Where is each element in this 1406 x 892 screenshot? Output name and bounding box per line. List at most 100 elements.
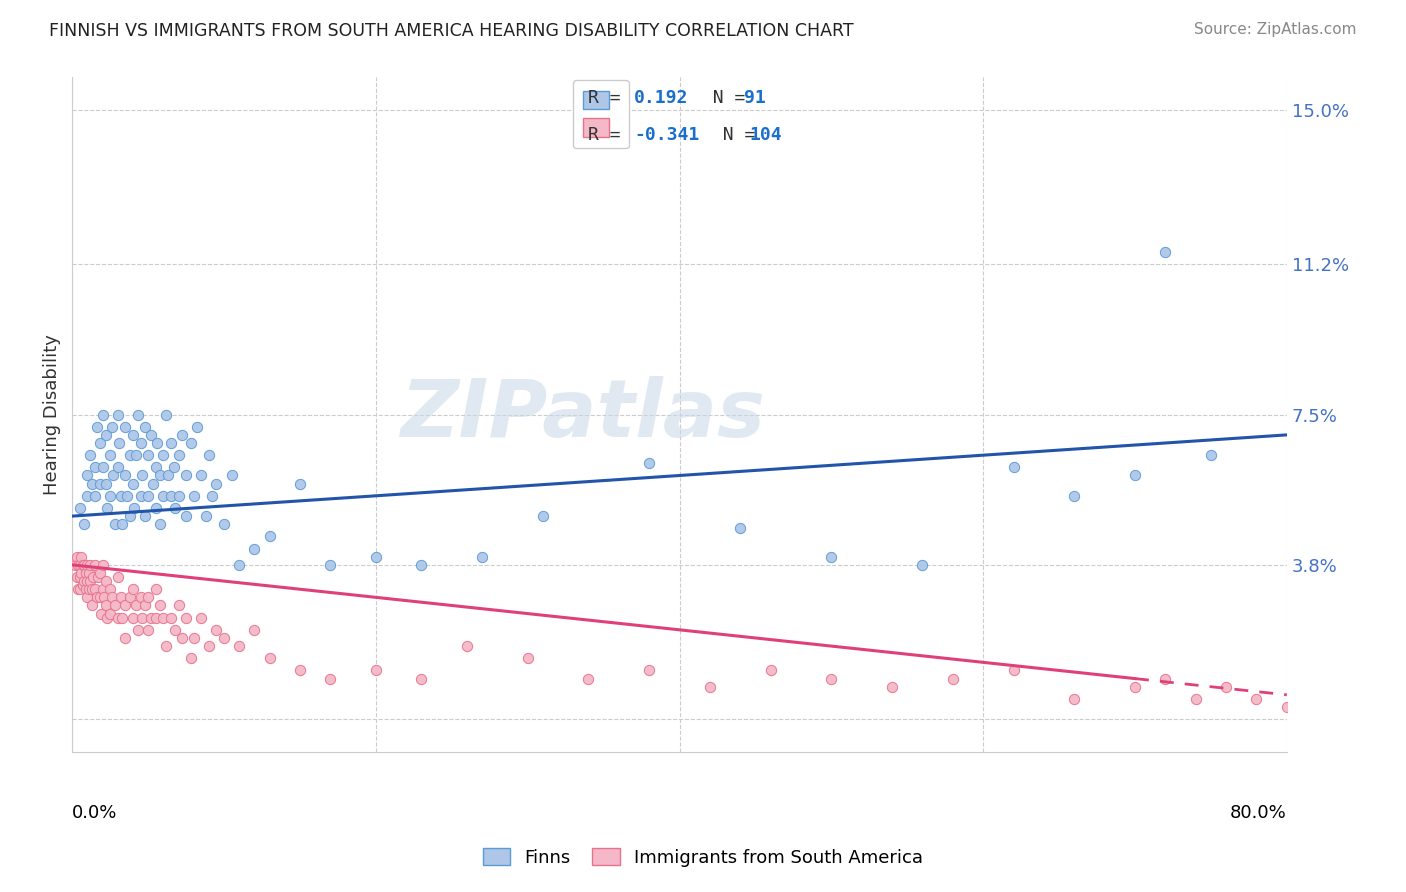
Point [205,623,228,637]
Point [73,574,96,588]
Point [880,680,903,694]
Point [1398,704,1406,718]
Point [110,591,132,605]
Point [190,610,212,624]
Point [136,489,159,503]
Text: 91: 91 [744,89,765,107]
Point [87,570,110,584]
Point [152,489,174,503]
Point [67,558,90,572]
Point [86,419,108,434]
Point [103,468,125,483]
Point [163,460,186,475]
Point [69,558,91,572]
Point [91,460,114,475]
Point [180,651,202,665]
Point [82,570,104,584]
Point [107,408,129,422]
Point [76,489,98,503]
Point [80,476,103,491]
Point [104,599,127,613]
Point [1199,448,1222,462]
Point [114,419,136,434]
Point [146,436,169,450]
Point [319,558,342,572]
Point [122,610,145,624]
Point [1002,664,1025,678]
Point [96,500,118,515]
Point [578,672,600,686]
Point [98,489,121,503]
Point [129,436,152,450]
Point [160,436,183,450]
Point [72,578,94,592]
Point [76,591,98,605]
Point [141,610,163,624]
Point [84,558,107,572]
Point [1215,680,1237,694]
Point [820,549,842,564]
Point [411,672,433,686]
Text: R =: R = [588,89,631,107]
Point [115,489,138,503]
Point [141,428,163,442]
Point [134,419,156,434]
Point [100,419,122,434]
Text: N =: N = [692,89,756,107]
Point [129,591,152,605]
Point [194,509,217,524]
Point [471,549,494,564]
Point [170,631,193,645]
Point [100,591,122,605]
Text: -0.341: -0.341 [634,126,700,144]
Point [77,582,100,597]
Point [155,639,177,653]
Point [288,476,311,491]
Point [90,607,112,621]
Point [79,558,101,572]
Point [149,517,172,532]
Point [94,574,117,588]
Text: FINNISH VS IMMIGRANTS FROM SOUTH AMERICA HEARING DISABILITY CORRELATION CHART: FINNISH VS IMMIGRANTS FROM SOUTH AMERICA… [49,22,853,40]
Text: 104: 104 [749,126,782,144]
Point [160,489,183,503]
Point [183,489,205,503]
Point [186,419,208,434]
Text: 0.192: 0.192 [634,89,689,107]
Point [699,680,721,694]
Point [69,570,91,584]
Point [76,558,98,572]
Point [205,476,228,491]
Point [69,582,91,597]
Point [1184,692,1206,706]
Legend: , : , [572,79,628,148]
Point [111,610,134,624]
Point [76,468,98,483]
Text: ZIPatlas: ZIPatlas [399,376,765,453]
Point [125,599,148,613]
Point [170,428,193,442]
Point [136,448,159,462]
Point [79,574,101,588]
Point [134,599,156,613]
Point [118,509,141,524]
Point [124,500,146,515]
Point [91,558,114,572]
Point [1367,704,1389,718]
Point [98,448,121,462]
Point [84,460,107,475]
Point [259,529,281,543]
Point [174,610,197,624]
Point [108,436,131,450]
Point [131,610,153,624]
Point [180,436,202,450]
Point [288,664,311,678]
Point [73,558,96,572]
Point [1002,460,1025,475]
Point [638,456,661,470]
Point [212,517,235,532]
Point [65,558,87,572]
Point [759,664,782,678]
Point [1154,245,1177,260]
Point [84,582,107,597]
